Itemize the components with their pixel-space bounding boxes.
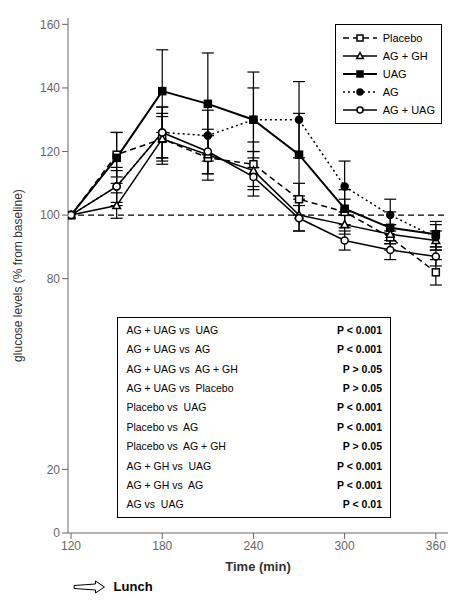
html-text:Lunch: Lunch (113, 579, 153, 594)
svg-text:180: 180 (152, 539, 172, 553)
svg-text:120: 120 (61, 539, 81, 553)
html-text:AG + GH: AG + GH (382, 50, 428, 62)
html-text:Placebo vs UAG: Placebo vs UAG (126, 401, 207, 414)
html-text:P > 0.05: P > 0.05 (342, 440, 382, 453)
html-text:AG vs UAG: AG vs UAG (126, 498, 184, 511)
html-text:P < 0.001: P < 0.001 (336, 323, 382, 336)
html-text:AG: AG (382, 86, 399, 98)
svg-text:80: 80 (47, 272, 61, 286)
svg-text:120: 120 (40, 145, 60, 159)
svg-text:360: 360 (426, 539, 446, 553)
html-text:Placebo: Placebo (382, 32, 423, 44)
html-text:UAG: UAG (382, 68, 407, 80)
svg-text:140: 140 (40, 81, 60, 95)
html-text:P < 0.001: P < 0.001 (336, 343, 382, 356)
svg-text:glucose levels (% from baselin: glucose levels (% from baseline) (11, 189, 25, 362)
html-text:AG + UAG vs UAG: AG + UAG vs UAG (126, 323, 219, 336)
html-text:AG + UAG vs AG: AG + UAG vs AG (126, 343, 211, 356)
svg-text:100: 100 (40, 208, 60, 222)
svg-text:0: 0 (53, 526, 60, 540)
svg-text:300: 300 (335, 539, 355, 553)
html-text:AG + UAG vs AG + GH: AG + UAG vs AG + GH (126, 362, 238, 375)
html-text:AG + GH vs AG: AG + GH vs AG (126, 479, 204, 492)
html-text:Placebo vs AG + GH: Placebo vs AG + GH (126, 440, 226, 453)
html-text:AG + UAG vs Placebo: AG + UAG vs Placebo (126, 382, 234, 394)
svg-text:240: 240 (243, 539, 263, 553)
html-text:P > 0.05: P > 0.05 (342, 362, 382, 375)
html-text:P > 0.05: P > 0.05 (342, 382, 382, 394)
svg-text:160: 160 (40, 18, 60, 32)
html-text:P < 0.001: P < 0.001 (336, 479, 382, 492)
html-text:P < 0.01: P < 0.01 (342, 498, 382, 511)
html-text:AG + UAG: AG + UAG (382, 104, 435, 116)
html-text:P < 0.001: P < 0.001 (336, 420, 382, 433)
html-text:Placebo vs AG: Placebo vs AG (126, 420, 199, 433)
html-text:AG + GH vs UAG: AG + GH vs UAG (126, 459, 212, 472)
html-text:P < 0.001: P < 0.001 (336, 459, 382, 472)
html-text:P < 0.001: P < 0.001 (336, 401, 382, 414)
svg-text:20: 20 (47, 463, 61, 477)
svg-text:Time (min): Time (min) (225, 559, 291, 574)
